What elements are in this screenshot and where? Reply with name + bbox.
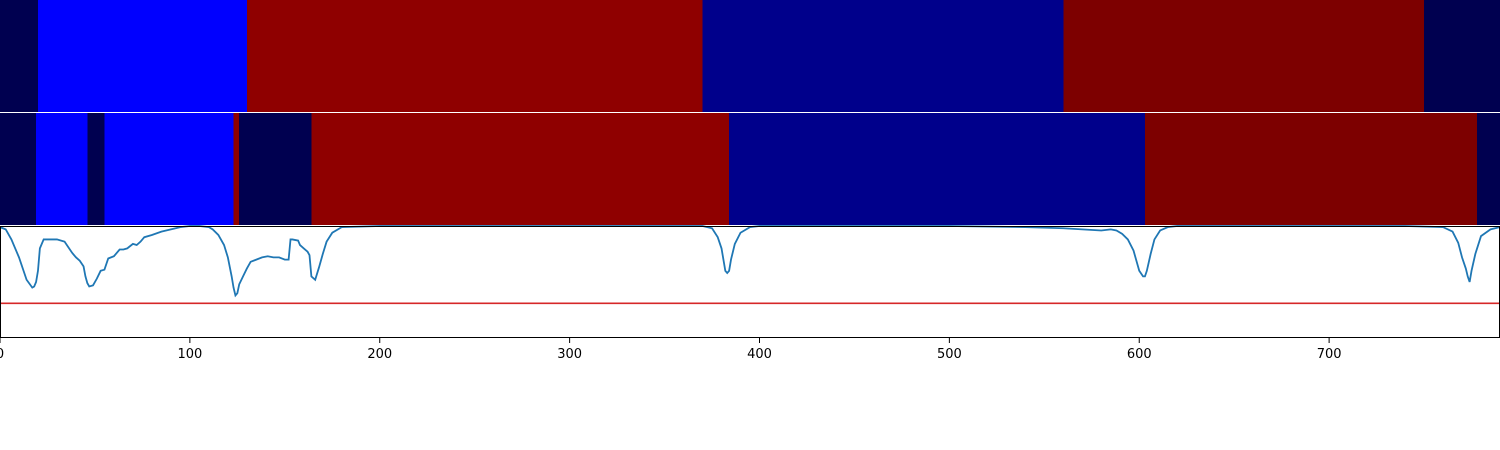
line-plot-background [0, 226, 1500, 338]
middle-heatmap-segment [1477, 113, 1500, 225]
top-heatmap-segment [703, 0, 1064, 112]
x-tick-label: 300 [557, 347, 582, 362]
middle-heatmap-segment [0, 113, 36, 225]
x-tick-label: 100 [177, 347, 202, 362]
x-tick-label: 200 [367, 347, 392, 362]
x-axis: 0 100 200 300 400 500 600 700 [0, 338, 1342, 362]
middle-heatmap-segment [104, 113, 233, 225]
top-heatmap-segment [38, 0, 247, 112]
x-tick-label: 0 [0, 347, 4, 362]
top-heatmap-strip [0, 0, 1500, 112]
middle-heatmap-segment [729, 113, 1145, 225]
x-tick-label: 500 [937, 347, 962, 362]
middle-heatmap-segment [311, 113, 729, 225]
line-plot-panel [0, 226, 1500, 338]
top-heatmap-segment [1063, 0, 1424, 112]
middle-heatmap-strip [0, 113, 1500, 225]
x-tick-label: 700 [1317, 347, 1342, 362]
top-heatmap-segment [0, 0, 38, 112]
top-heatmap-segment [247, 0, 703, 112]
middle-heatmap-segment [234, 113, 240, 225]
middle-heatmap-segment [87, 113, 104, 225]
x-tick-label: 600 [1127, 347, 1152, 362]
middle-heatmap-segment [36, 113, 87, 225]
x-tick-label: 400 [747, 347, 772, 362]
middle-heatmap-segment [239, 113, 311, 225]
middle-heatmap-segment [1145, 113, 1477, 225]
top-heatmap-segment [1424, 0, 1500, 112]
